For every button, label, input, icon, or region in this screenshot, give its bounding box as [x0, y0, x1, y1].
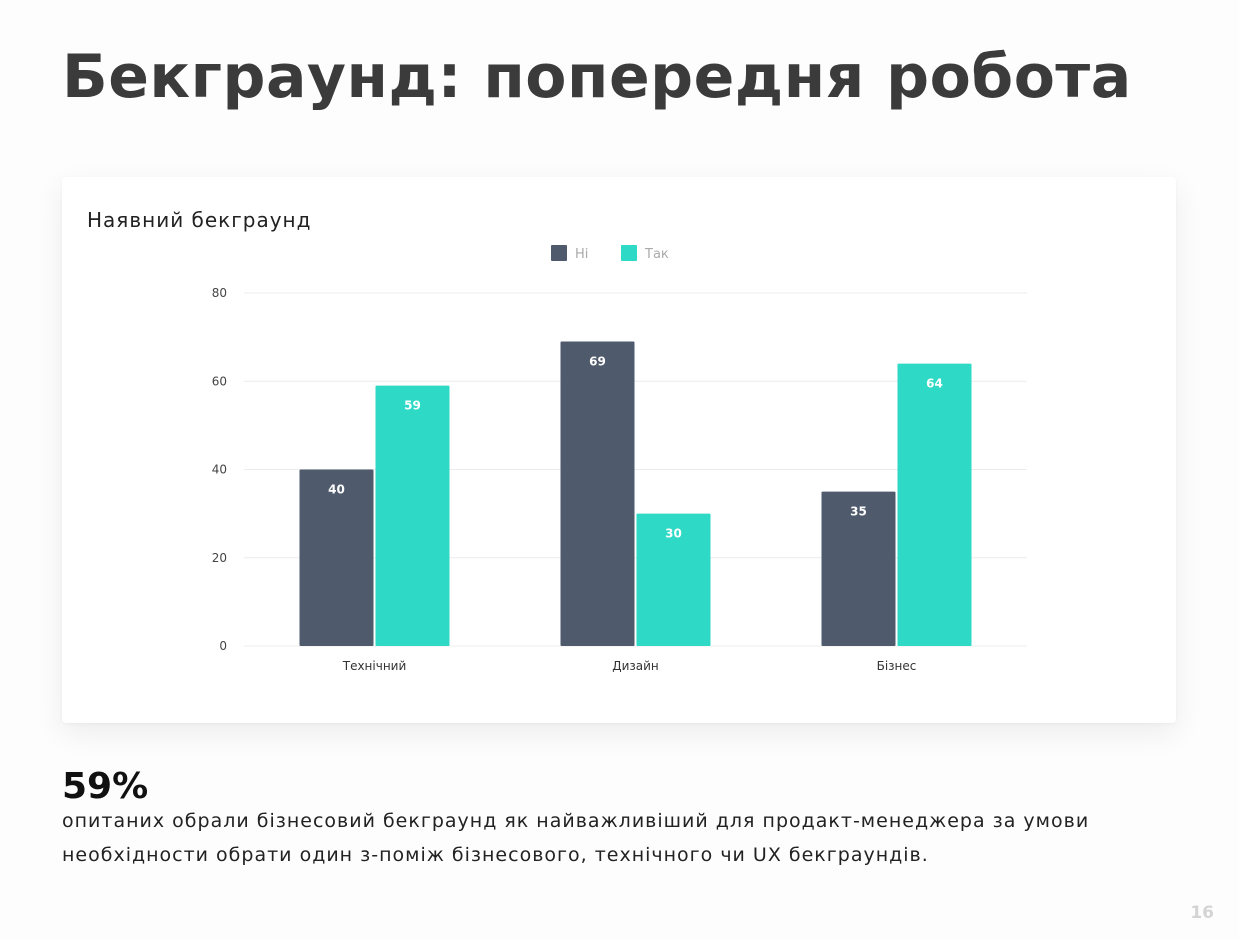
data-label: 35: [850, 505, 867, 519]
y-tick-label: 80: [212, 286, 227, 300]
page-number: 16: [1190, 903, 1214, 923]
y-tick-label: 40: [212, 463, 227, 477]
x-tick-label: Бізнес: [877, 659, 917, 673]
data-label: 30: [665, 527, 682, 541]
bar: [561, 342, 635, 646]
legend-label: Ні: [575, 247, 588, 262]
data-label: 64: [926, 377, 943, 391]
legend-label: Так: [644, 247, 669, 262]
legend-swatch: [551, 245, 567, 261]
bar: [898, 364, 972, 646]
y-tick-label: 0: [219, 639, 227, 653]
stat-value: 59%: [62, 766, 148, 807]
data-label: 40: [328, 483, 345, 497]
y-tick-label: 20: [212, 551, 227, 565]
stat-description: опитаних обрали бізнесовий бекграунд як …: [62, 804, 1172, 872]
bar: [376, 386, 450, 646]
data-label: 59: [404, 399, 421, 413]
legend-swatch: [621, 245, 637, 261]
data-label: 69: [589, 355, 606, 369]
bar-chart: 0 20 40 60 80 40 59 Технічний 69 30 Дизайн 35 64 Бізн…: [62, 177, 1176, 723]
y-tick-label: 60: [212, 374, 227, 388]
chart-card: Наявний бекграунд 0 20 40 60 80 40 59 Технічний…: [62, 177, 1176, 723]
slide-title: Бекграунд: попередня робота: [62, 42, 1132, 112]
x-tick-label: Дизайн: [612, 659, 659, 673]
x-tick-label: Технічний: [342, 659, 407, 673]
